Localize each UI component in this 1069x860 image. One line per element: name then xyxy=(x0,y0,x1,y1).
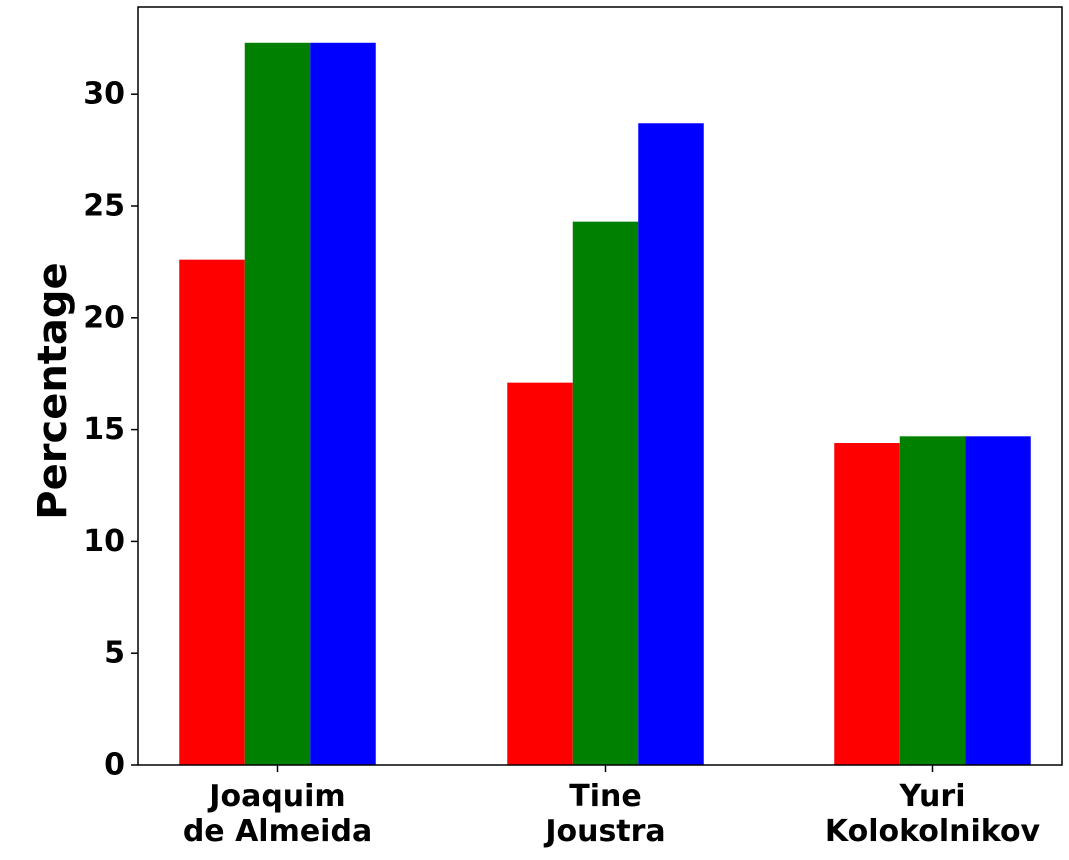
bar-3-1 xyxy=(310,42,376,765)
bar-2-2 xyxy=(572,221,639,765)
plot-frame xyxy=(137,6,1063,766)
y-tick-label-25: 25 xyxy=(83,189,125,224)
y-axis-title: Percentage xyxy=(30,262,76,519)
plot-area: 0 5 10 15 20 25 30 Joaquim de Almeida Tine Joustra… xyxy=(83,6,1063,849)
x-tick-label-3: Yuri Kolokolnikov xyxy=(825,779,1041,849)
y-tick-label-0: 0 xyxy=(104,748,125,783)
x-tick-label-1: Joaquim de Almeida xyxy=(183,779,372,849)
bar-3-2 xyxy=(638,123,704,765)
bar-2-1 xyxy=(244,42,311,765)
y-tick-label-15: 15 xyxy=(83,412,125,447)
bar-2-3 xyxy=(899,436,966,765)
bar-1-2 xyxy=(507,382,573,765)
bar-3-3 xyxy=(965,436,1031,765)
bar-1-3 xyxy=(834,443,900,765)
bar-1-1 xyxy=(179,259,245,765)
y-tick-label-10: 10 xyxy=(83,524,125,559)
y-tick-label-20: 20 xyxy=(83,300,125,335)
y-tick-label-30: 30 xyxy=(83,77,125,112)
x-tick-label-2: Tine Joustra xyxy=(543,779,665,849)
y-tick-label-5: 5 xyxy=(104,636,125,671)
